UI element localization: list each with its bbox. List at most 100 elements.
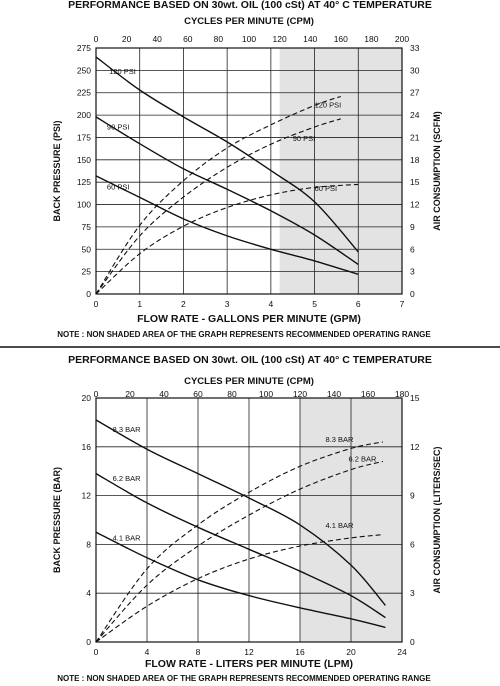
series-label: 60 PSI bbox=[107, 182, 130, 191]
x2-tick-label: 100 bbox=[259, 389, 273, 399]
y-tick-label: 4 bbox=[86, 588, 91, 598]
air-consumption-line bbox=[95, 183, 359, 295]
y2-tick-label: 12 bbox=[410, 442, 420, 452]
x2-tick-label: 100 bbox=[242, 34, 256, 44]
series-label: 6.2 BAR bbox=[113, 474, 142, 483]
chart-title: PERFORMANCE BASED ON 30wt. OIL (100 cSt)… bbox=[68, 354, 432, 366]
series-label: 120 PSI bbox=[109, 67, 136, 76]
x2-tick-label: 80 bbox=[214, 34, 224, 44]
y2-tick-label: 27 bbox=[410, 88, 420, 98]
series-label: 4.1 BAR bbox=[113, 534, 142, 543]
back-pressure-line bbox=[95, 56, 359, 253]
x-tick-label: 1 bbox=[137, 299, 142, 309]
y-tick-label: 12 bbox=[82, 491, 92, 501]
x-tick-label: 4 bbox=[145, 647, 150, 657]
y-tick-label: 25 bbox=[82, 267, 92, 277]
y-tick-label: 175 bbox=[77, 132, 91, 142]
y2-tick-label: 33 bbox=[410, 43, 420, 53]
y2-tick-label: 15 bbox=[410, 177, 420, 187]
x2-tick-label: 160 bbox=[334, 34, 348, 44]
series-label: 4.1 BAR bbox=[326, 521, 355, 530]
y2-tick-label: 9 bbox=[410, 491, 415, 501]
series-label: 6.2 BAR bbox=[348, 454, 377, 463]
x2-tick-label: 20 bbox=[122, 34, 132, 44]
y-axis-label: BACK PRESSURE (PSI) bbox=[52, 120, 62, 221]
y-tick-label: 125 bbox=[77, 177, 91, 187]
y2-tick-label: 21 bbox=[410, 132, 420, 142]
y-axis-label: BACK PRESSURE (BAR) bbox=[52, 467, 62, 573]
x2-axis-label: CYCLES PER MINUTE (CPM) bbox=[184, 376, 314, 387]
x2-tick-label: 0 bbox=[94, 34, 99, 44]
y2-tick-label: 30 bbox=[410, 65, 420, 75]
x2-tick-label: 80 bbox=[227, 389, 237, 399]
chart-1: 0 1 2 3 4 5 6 70 20 40 60 80 100 120 140 160 180 20002550… bbox=[52, 0, 442, 339]
x2-tick-label: 20 bbox=[125, 389, 135, 399]
x-axis-label: FLOW RATE - GALLONS PER MINUTE (GPM) bbox=[137, 313, 361, 325]
x2-tick-label: 120 bbox=[273, 34, 287, 44]
series-label: 90 PSI bbox=[293, 134, 316, 143]
back-pressure-line bbox=[95, 175, 359, 275]
x-tick-label: 5 bbox=[312, 299, 317, 309]
y-tick-label: 275 bbox=[77, 43, 91, 53]
x2-tick-label: 140 bbox=[303, 34, 317, 44]
x-tick-label: 0 bbox=[94, 299, 99, 309]
series-label: 60 PSI bbox=[315, 184, 338, 193]
series-label: 120 PSI bbox=[315, 101, 342, 110]
x-tick-label: 3 bbox=[225, 299, 230, 309]
x-tick-label: 4 bbox=[268, 299, 273, 309]
x2-tick-label: 140 bbox=[327, 389, 341, 399]
series-label: 8.3 BAR bbox=[113, 425, 142, 434]
plot-frame bbox=[95, 47, 403, 295]
y-tick-label: 20 bbox=[82, 393, 92, 403]
x-tick-label: 16 bbox=[295, 647, 305, 657]
y2-tick-label: 18 bbox=[410, 155, 420, 165]
series-label: 90 PSI bbox=[107, 122, 130, 131]
series-label: 8.3 BAR bbox=[326, 435, 355, 444]
x-tick-label: 2 bbox=[181, 299, 186, 309]
x2-tick-label: 40 bbox=[152, 34, 162, 44]
y-tick-label: 75 bbox=[82, 222, 92, 232]
y-tick-label: 225 bbox=[77, 88, 91, 98]
y-tick-label: 0 bbox=[86, 289, 91, 299]
x-tick-label: 12 bbox=[244, 647, 254, 657]
x-tick-label: 20 bbox=[346, 647, 356, 657]
note-text: NOTE : NON SHADED AREA OF THE GRAPH REPR… bbox=[57, 674, 431, 683]
y-tick-label: 100 bbox=[77, 200, 91, 210]
x2-tick-label: 40 bbox=[159, 389, 169, 399]
y-tick-label: 0 bbox=[86, 637, 91, 647]
chart-title: PERFORMANCE BASED ON 30wt. OIL (100 cSt)… bbox=[68, 0, 432, 11]
y2-axis-label: AIR CONSUMPTION (LITERS/SEC) bbox=[432, 446, 442, 593]
y2-tick-label: 24 bbox=[410, 110, 420, 120]
y2-tick-label: 0 bbox=[410, 637, 415, 647]
back-pressure-line bbox=[95, 472, 386, 619]
y-tick-label: 150 bbox=[77, 155, 91, 165]
y2-tick-label: 12 bbox=[410, 200, 420, 210]
y-tick-label: 250 bbox=[77, 65, 91, 75]
x-tick-label: 0 bbox=[94, 647, 99, 657]
air-consumption-line bbox=[95, 441, 384, 643]
x2-tick-label: 180 bbox=[395, 389, 409, 399]
air-consumption-line bbox=[95, 460, 384, 643]
plot-frame bbox=[95, 397, 403, 643]
x-tick-label: 8 bbox=[196, 647, 201, 657]
x-tick-label: 24 bbox=[397, 647, 407, 657]
y2-tick-label: 9 bbox=[410, 222, 415, 232]
y2-axis-label: AIR CONSUMPTION (SCFM) bbox=[432, 111, 442, 231]
x2-tick-label: 120 bbox=[293, 389, 307, 399]
x2-tick-label: 60 bbox=[193, 389, 203, 399]
x-tick-label: 7 bbox=[400, 299, 405, 309]
back-pressure-line bbox=[95, 116, 359, 266]
y2-tick-label: 6 bbox=[410, 539, 415, 549]
x2-axis-label: CYCLES PER MINUTE (CPM) bbox=[184, 16, 314, 27]
y-tick-label: 200 bbox=[77, 110, 91, 120]
y2-tick-label: 6 bbox=[410, 244, 415, 254]
air-consumption-line bbox=[95, 95, 341, 295]
x2-tick-label: 0 bbox=[94, 389, 99, 399]
note-text: NOTE : NON SHADED AREA OF THE GRAPH REPR… bbox=[57, 330, 431, 339]
y-tick-label: 50 bbox=[82, 244, 92, 254]
back-pressure-line bbox=[95, 531, 386, 629]
y2-tick-label: 3 bbox=[410, 267, 415, 277]
x2-tick-label: 60 bbox=[183, 34, 193, 44]
